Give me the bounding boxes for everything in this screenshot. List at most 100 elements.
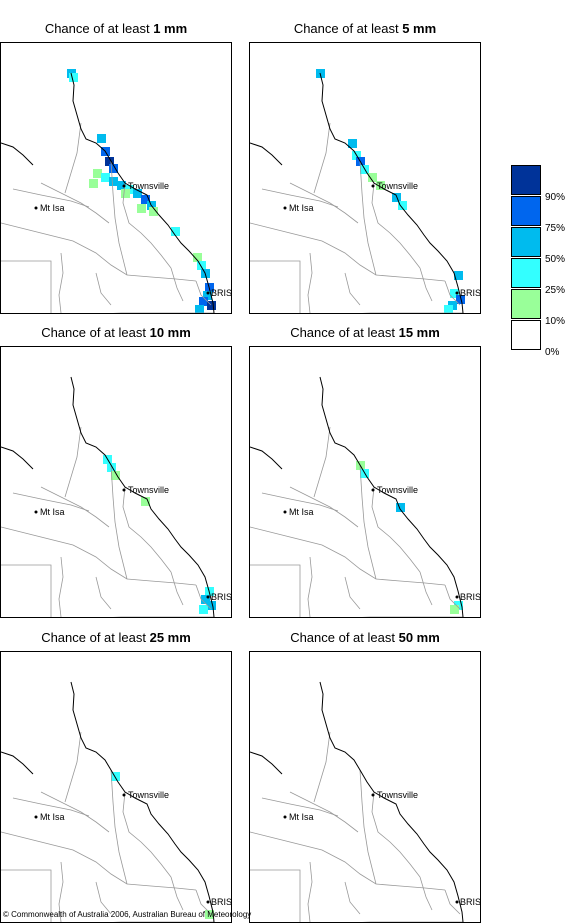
district-border — [1, 222, 197, 282]
rain-cell — [398, 201, 407, 210]
district-border — [58, 252, 64, 313]
district-border — [344, 881, 361, 915]
district-border — [371, 791, 421, 878]
district-border — [307, 556, 313, 617]
legend-label-0: 0% — [545, 347, 560, 358]
legend-label-90: 90% — [545, 192, 566, 203]
district-border — [359, 769, 377, 885]
town-brisbane-label: BRIS — [460, 897, 480, 907]
rain-cell — [450, 605, 459, 614]
district-border — [359, 160, 377, 276]
district-border — [1, 260, 52, 313]
district-border — [261, 492, 339, 512]
town-brisbane-dot — [455, 595, 459, 599]
map-queensland: Mt Isa Townsville BRIS — [249, 346, 481, 618]
rain-cell — [444, 305, 453, 313]
legend-label-75: 75% — [545, 223, 566, 234]
district-border — [170, 571, 184, 606]
rain-cell — [201, 595, 210, 604]
town-brisbane-label: BRIS — [211, 592, 231, 602]
district-border — [261, 797, 339, 817]
rain-cell — [89, 179, 98, 188]
district-border — [122, 791, 172, 878]
rain-cell — [111, 772, 120, 781]
district-border — [371, 486, 421, 573]
rain-cell — [207, 301, 216, 310]
district-border — [170, 267, 184, 302]
legend-swatch — [511, 289, 541, 319]
copyright-text: Commonwealth of Australia 2006, Australi… — [11, 910, 252, 919]
rain-cell — [117, 181, 126, 190]
rain-cell — [111, 471, 120, 480]
rain-cell — [193, 253, 202, 262]
district-border — [307, 861, 313, 922]
town-townsville-label: Townsville — [377, 790, 418, 800]
district-border — [307, 252, 313, 313]
town-brisbane-label: BRIS — [460, 592, 480, 602]
town-townsville-dot — [122, 488, 126, 492]
panel-title: Chance of at least 1 mm — [44, 21, 188, 36]
map-queensland: Mt Isa Townsville BRIS — [0, 346, 232, 618]
panel-title: Chance of at least 5 mm — [293, 21, 437, 36]
legend-swatch — [511, 227, 541, 257]
town-mt-isa-dot — [34, 206, 38, 210]
map-queensland: Mt Isa Townsville BRIS — [249, 651, 481, 923]
town-mt-isa-dot — [283, 206, 287, 210]
map-svg: Mt Isa Townsville BRIS — [1, 376, 231, 617]
coastline — [70, 681, 215, 922]
district-border — [250, 222, 446, 282]
district-border — [95, 881, 112, 915]
district-border — [359, 464, 377, 580]
rain-cell — [133, 189, 142, 198]
town-mt-isa-label: Mt Isa — [289, 203, 314, 213]
district-border — [1, 831, 197, 891]
coastline — [250, 446, 283, 470]
town-mt-isa-dot — [283, 815, 287, 819]
coastline — [1, 142, 34, 166]
rain-cell — [137, 204, 146, 213]
district-border — [58, 861, 64, 922]
rain-cell — [450, 289, 459, 298]
rain-cell — [171, 227, 180, 236]
district-border — [313, 122, 331, 194]
probability-legend: 90% 75% 50% 25% 10% 0% — [511, 165, 570, 365]
district-border — [250, 831, 446, 891]
rain-cell — [69, 73, 78, 82]
town-townsville-label: Townsville — [377, 485, 418, 495]
district-border — [1, 526, 197, 586]
town-mt-isa-label: Mt Isa — [289, 812, 314, 822]
district-border — [40, 791, 110, 833]
coastline — [319, 376, 464, 617]
district-border — [344, 272, 361, 306]
town-brisbane-dot — [206, 595, 210, 599]
district-border — [64, 426, 82, 498]
rain-cell — [149, 207, 158, 216]
map-queensland: Mt Isa Townsville BRIS — [249, 42, 481, 314]
district-border — [250, 526, 446, 586]
town-brisbane-dot — [206, 291, 210, 295]
town-townsville-dot — [122, 793, 126, 797]
coastline — [70, 72, 215, 313]
rain-cell — [207, 601, 216, 610]
district-border — [313, 426, 331, 498]
rain-cell — [456, 295, 465, 304]
district-border — [419, 876, 433, 911]
town-townsville-label: Townsville — [128, 485, 169, 495]
district-border — [289, 182, 359, 224]
coastline — [70, 376, 215, 617]
copyright-icon: © — [3, 910, 9, 919]
rain-cell — [376, 181, 385, 190]
map-queensland: Mt Isa Townsville BRIS — [0, 42, 232, 314]
town-mt-isa-label: Mt Isa — [40, 812, 65, 822]
district-border — [250, 869, 301, 922]
district-border — [250, 564, 301, 617]
district-border — [64, 731, 82, 803]
rain-cell — [368, 173, 377, 182]
rain-cell — [105, 157, 114, 166]
town-mt-isa-dot — [283, 510, 287, 514]
district-border — [110, 464, 128, 580]
rain-cell — [348, 139, 357, 148]
map-svg: Mt Isa Townsville BRIS — [1, 69, 231, 313]
legend-label-10: 10% — [545, 316, 566, 327]
district-border — [40, 486, 110, 528]
